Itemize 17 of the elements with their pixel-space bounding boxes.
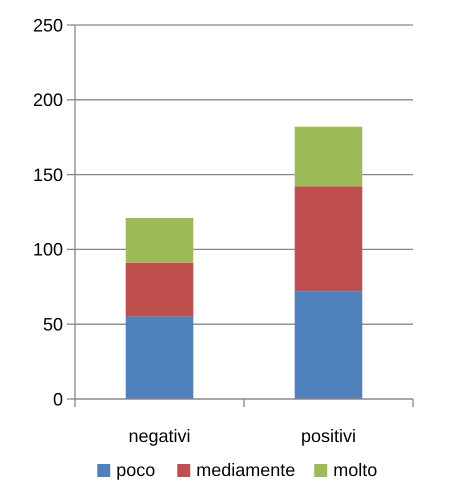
x-tick-label: positivi: [300, 426, 356, 446]
bar: [126, 262, 194, 317]
y-tick-label: 100: [32, 240, 63, 260]
bar: [294, 126, 362, 187]
legend-label: poco: [116, 460, 156, 480]
legend-label: molto: [333, 460, 378, 480]
y-tick-label: 150: [32, 164, 63, 185]
bar: [294, 291, 362, 399]
bar: [126, 218, 194, 263]
bar: [126, 316, 194, 399]
bar: [294, 186, 362, 292]
y-tick-label: 200: [32, 90, 63, 110]
y-tick-label: 50: [42, 314, 63, 334]
y-tick-label: 250: [32, 15, 63, 36]
y-tick-label: 0: [52, 389, 63, 410]
x-tick-label: negativi: [128, 426, 191, 446]
legend-label: mediamente: [196, 460, 296, 480]
